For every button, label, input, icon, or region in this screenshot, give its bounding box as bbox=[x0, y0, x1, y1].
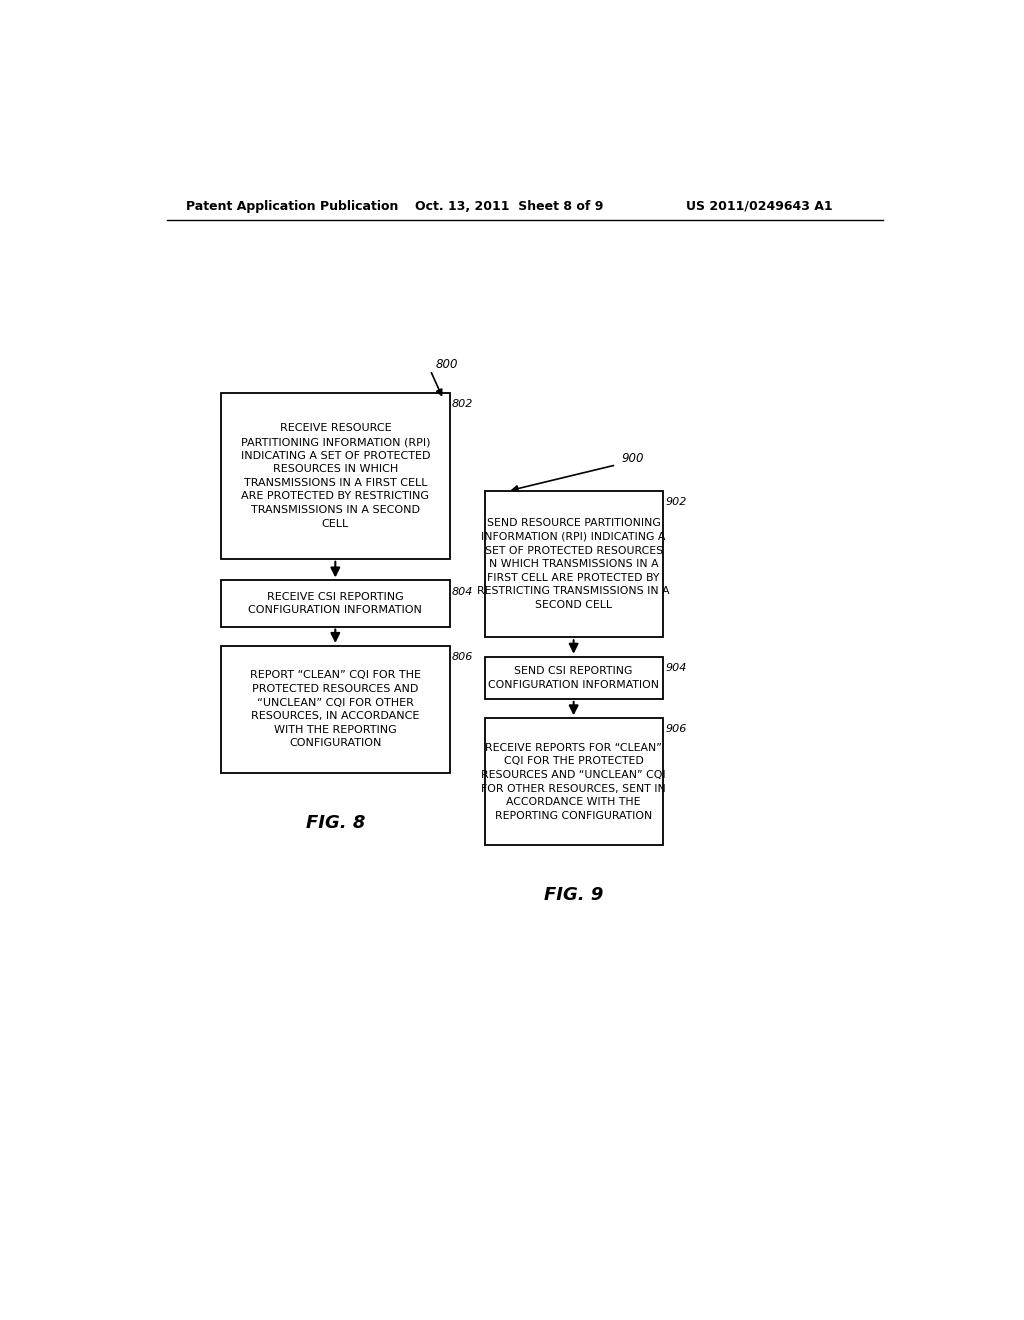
Text: 906: 906 bbox=[665, 725, 686, 734]
Text: 806: 806 bbox=[452, 652, 473, 661]
Text: REPORT “CLEAN” CQI FOR THE
PROTECTED RESOURCES AND
“UNCLEAN” CQI FOR OTHER
RESOU: REPORT “CLEAN” CQI FOR THE PROTECTED RES… bbox=[250, 671, 421, 748]
Text: SEND RESOURCE PARTITIONING
INFORMATION (RPI) INDICATING A
SET OF PROTECTED RESOU: SEND RESOURCE PARTITIONING INFORMATION (… bbox=[477, 519, 670, 610]
Text: SEND CSI REPORTING
CONFIGURATION INFORMATION: SEND CSI REPORTING CONFIGURATION INFORMA… bbox=[488, 667, 659, 689]
Text: 800: 800 bbox=[435, 358, 458, 371]
Bar bbox=[221, 645, 450, 774]
Text: 904: 904 bbox=[665, 663, 686, 673]
Text: 900: 900 bbox=[622, 453, 644, 465]
Bar bbox=[484, 718, 663, 845]
Bar bbox=[221, 581, 450, 627]
Text: 902: 902 bbox=[665, 498, 686, 507]
Text: US 2011/0249643 A1: US 2011/0249643 A1 bbox=[686, 199, 833, 213]
Bar bbox=[484, 656, 663, 700]
Bar bbox=[221, 393, 450, 558]
Text: 802: 802 bbox=[452, 400, 473, 409]
Text: Oct. 13, 2011  Sheet 8 of 9: Oct. 13, 2011 Sheet 8 of 9 bbox=[415, 199, 603, 213]
Text: FIG. 9: FIG. 9 bbox=[544, 886, 603, 904]
Text: RECEIVE RESOURCE
PARTITIONING INFORMATION (RPI)
INDICATING A SET OF PROTECTED
RE: RECEIVE RESOURCE PARTITIONING INFORMATIO… bbox=[241, 424, 430, 528]
Text: 804: 804 bbox=[452, 586, 473, 597]
Text: RECEIVE CSI REPORTING
CONFIGURATION INFORMATION: RECEIVE CSI REPORTING CONFIGURATION INFO… bbox=[249, 591, 422, 615]
Bar bbox=[484, 491, 663, 638]
Text: Patent Application Publication: Patent Application Publication bbox=[186, 199, 398, 213]
Text: RECEIVE REPORTS FOR “CLEAN”
CQI FOR THE PROTECTED
RESOURCES AND “UNCLEAN” CQI
FO: RECEIVE REPORTS FOR “CLEAN” CQI FOR THE … bbox=[481, 743, 666, 821]
Text: FIG. 8: FIG. 8 bbox=[305, 814, 365, 832]
